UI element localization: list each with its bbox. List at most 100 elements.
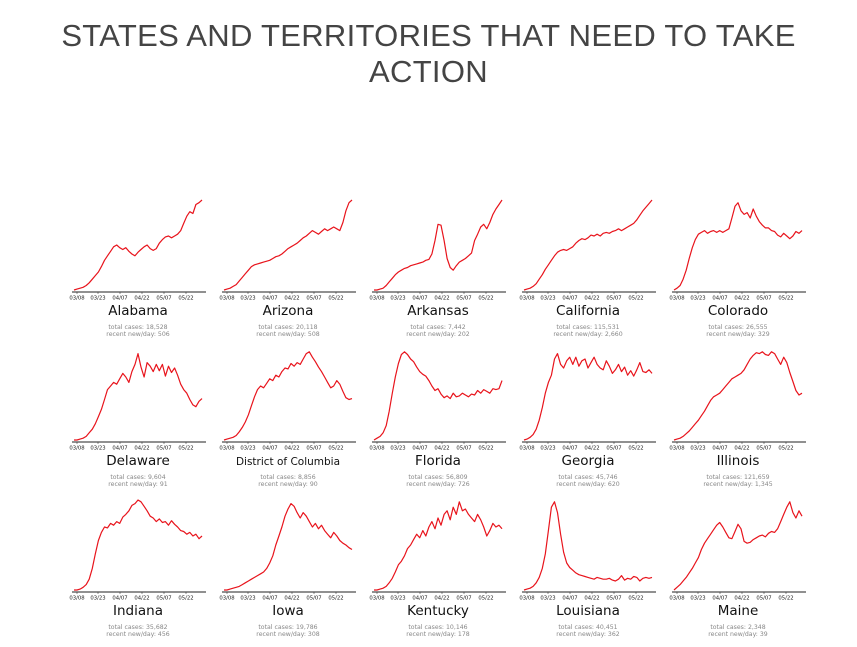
x-tick-label: 04/07 xyxy=(262,296,277,302)
total-cases-label: total cases: 56,809 xyxy=(408,474,468,481)
x-tick-label: 05/07 xyxy=(756,446,771,452)
panel-colorado: 03/08 03/23 04/07 04/22 05/07 05/22 Colorado to… xyxy=(668,195,808,343)
x-tick-label: 05/07 xyxy=(156,296,171,302)
total-cases-label: total cases: 26,555 xyxy=(708,324,768,331)
panel-illinois: 03/08 03/23 04/07 04/22 05/07 05/22 Illinois to… xyxy=(668,345,808,493)
panel-georgia: 03/08 03/23 04/07 04/22 05/07 05/22 Georgia tot… xyxy=(518,345,658,493)
series-line-indiana xyxy=(74,499,203,591)
recent-new-per-day-label: recent new/day: 506 xyxy=(106,331,170,338)
x-tick-label: 04/22 xyxy=(734,596,749,602)
panel-delaware: 03/08 03/23 04/07 04/22 05/07 05/22 Delaware to… xyxy=(68,345,208,493)
x-tick-label: 03/08 xyxy=(69,296,85,302)
x-tick-label: 04/22 xyxy=(584,446,599,452)
x-tick-label: 04/22 xyxy=(584,596,599,602)
panel-district-of-columbia: 03/08 03/23 04/07 04/22 05/07 05/22 District o… xyxy=(218,345,358,493)
recent-new-per-day-label: recent new/day: 91 xyxy=(108,481,168,488)
x-tick-label: 05/22 xyxy=(178,596,193,602)
recent-new-per-day-label: recent new/day: 308 xyxy=(256,631,320,638)
x-tick-label: 03/08 xyxy=(669,296,685,302)
x-tick-label: 03/23 xyxy=(540,596,555,602)
x-tick-label: 03/23 xyxy=(90,296,105,302)
state-name: California xyxy=(555,303,621,319)
x-tick-label: 05/22 xyxy=(328,296,343,302)
total-cases-label: total cases: 2,348 xyxy=(710,624,766,631)
x-tick-label: 03/08 xyxy=(69,596,85,602)
recent-new-per-day-label: recent new/day: 178 xyxy=(406,631,470,638)
x-tick-label: 04/22 xyxy=(734,446,749,452)
total-cases-label: total cases: 8,856 xyxy=(260,474,316,481)
state-name: Alabama xyxy=(108,303,168,319)
x-tick-label: 05/22 xyxy=(478,596,493,602)
x-tick-label: 03/08 xyxy=(519,596,535,602)
state-name: Illinois xyxy=(716,453,760,469)
x-tick-label: 03/08 xyxy=(369,446,385,452)
x-tick-label: 05/07 xyxy=(606,596,621,602)
x-tick-label: 05/22 xyxy=(628,296,643,302)
x-tick-label: 05/22 xyxy=(328,446,343,452)
recent-new-per-day-label: recent new/day: 329 xyxy=(706,331,770,338)
chart-indiana: 03/08 03/23 04/07 04/22 05/07 05/22 xyxy=(69,499,206,602)
recent-new-per-day-label: recent new/day: 726 xyxy=(406,481,470,488)
x-tick-label: 03/08 xyxy=(219,296,235,302)
series-line-maine xyxy=(673,501,803,591)
x-tick-label: 05/07 xyxy=(306,596,321,602)
chart-maine: 03/08 03/23 04/07 04/22 05/07 05/22 xyxy=(669,501,806,602)
x-tick-label: 03/08 xyxy=(369,296,385,302)
chart-florida: 03/08 03/23 04/07 04/22 05/07 05/22 xyxy=(369,351,506,452)
chart-kentucky: 03/08 03/23 04/07 04/22 05/07 05/22 xyxy=(369,501,506,602)
chart-alabama: 03/08 03/23 04/07 04/22 05/07 05/22 xyxy=(69,199,206,302)
total-cases-label: total cases: 121,659 xyxy=(706,474,770,481)
x-tick-label: 05/07 xyxy=(456,446,471,452)
total-cases-label: total cases: 18,528 xyxy=(108,324,168,331)
x-tick-label: 05/22 xyxy=(778,596,793,602)
x-tick-label: 04/22 xyxy=(284,596,299,602)
panel-indiana: 03/08 03/23 04/07 04/22 05/07 05/22 Indiana tot… xyxy=(68,495,208,643)
x-tick-label: 05/07 xyxy=(606,446,621,452)
x-tick-label: 04/22 xyxy=(284,296,299,302)
state-name: Florida xyxy=(415,453,461,469)
x-tick-label: 04/07 xyxy=(412,596,427,602)
state-name: Maine xyxy=(717,603,759,619)
x-tick-label: 05/07 xyxy=(756,296,771,302)
x-tick-label: 04/07 xyxy=(412,446,427,452)
state-name: Georgia xyxy=(561,453,615,469)
x-tick-label: 03/08 xyxy=(219,446,235,452)
total-cases-label: total cases: 115,531 xyxy=(556,324,620,331)
chart-iowa: 03/08 03/23 04/07 04/22 05/07 05/22 xyxy=(219,503,356,602)
recent-new-per-day-label: recent new/day: 362 xyxy=(556,631,620,638)
x-tick-label: 04/22 xyxy=(434,446,449,452)
x-tick-label: 04/22 xyxy=(134,446,149,452)
series-line-arizona xyxy=(223,199,353,291)
x-tick-label: 03/23 xyxy=(240,596,255,602)
series-line-colorado xyxy=(673,202,803,291)
state-name: District of Columbia xyxy=(235,456,341,468)
x-tick-label: 03/23 xyxy=(540,296,555,302)
x-tick-label: 04/07 xyxy=(562,296,577,302)
chart-california: 03/08 03/23 04/07 04/22 05/07 05/22 xyxy=(519,199,656,302)
x-tick-label: 05/07 xyxy=(606,296,621,302)
x-tick-label: 03/23 xyxy=(240,296,255,302)
x-tick-label: 05/07 xyxy=(456,296,471,302)
x-tick-label: 05/07 xyxy=(156,596,171,602)
series-line-georgia xyxy=(523,353,653,441)
panel-maine: 03/08 03/23 04/07 04/22 05/07 05/22 Maine total… xyxy=(668,495,808,643)
series-line-florida xyxy=(373,351,503,441)
panel-kentucky: 03/08 03/23 04/07 04/22 05/07 05/22 Kentucky to… xyxy=(368,495,508,643)
total-cases-label: total cases: 9,604 xyxy=(110,474,166,481)
state-name: Louisiana xyxy=(556,603,620,619)
x-tick-label: 03/23 xyxy=(390,296,405,302)
recent-new-per-day-label: recent new/day: 39 xyxy=(708,631,768,638)
x-tick-label: 03/23 xyxy=(540,446,555,452)
x-tick-label: 04/22 xyxy=(434,296,449,302)
x-tick-label: 04/22 xyxy=(584,296,599,302)
x-tick-label: 04/07 xyxy=(712,596,727,602)
recent-new-per-day-label: recent new/day: 508 xyxy=(256,331,320,338)
chart-illinois: 03/08 03/23 04/07 04/22 05/07 05/22 xyxy=(669,351,806,452)
x-tick-label: 03/23 xyxy=(390,446,405,452)
small-multiples-grid: 03/08 03/23 04/07 04/22 05/07 05/22 Alabama tot… xyxy=(68,195,818,645)
series-line-illinois xyxy=(673,351,803,441)
x-tick-label: 05/22 xyxy=(178,296,193,302)
series-line-kentucky xyxy=(374,501,503,591)
series-line-iowa xyxy=(224,503,353,591)
x-tick-label: 03/23 xyxy=(690,596,705,602)
